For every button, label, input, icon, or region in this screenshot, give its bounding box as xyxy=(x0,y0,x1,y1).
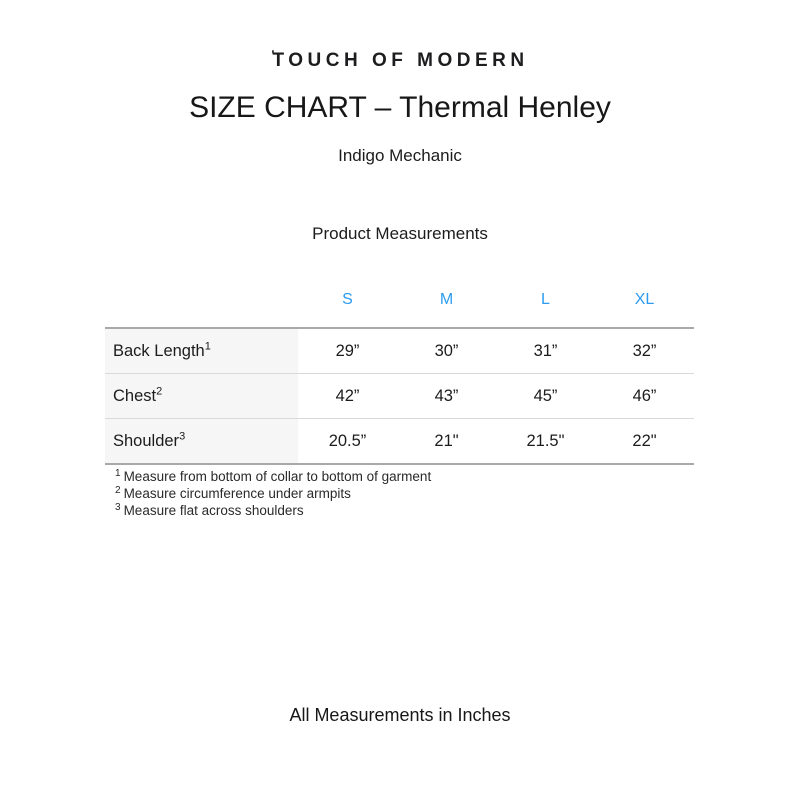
row-label-back-length: Back Length1 xyxy=(105,328,298,374)
cell-chest-xl: 46” xyxy=(632,386,657,405)
size-header-s: S xyxy=(342,290,353,308)
cell-chest-m: 43” xyxy=(434,386,459,405)
table-row: Shoulder3 20.5” 21" 21.5" 22" xyxy=(105,418,694,464)
brand-logo-text: TOUCH OF MODERN xyxy=(272,50,529,71)
cell-back-length-m: 30” xyxy=(434,341,459,360)
footnote-line-2: 2 Measure circumference under armpits xyxy=(115,485,431,502)
cell-chest-s: 42” xyxy=(335,386,360,405)
footnote-ref: 2 xyxy=(156,385,163,397)
row-label-chest: Chest2 xyxy=(105,373,298,419)
size-chart-table: S M L XL Back Length1 29” 30” 31” 32” Ch… xyxy=(105,278,694,465)
footnote-ref: 1 xyxy=(115,467,121,479)
cell-back-length-l: 31” xyxy=(533,341,558,360)
table-row: Back Length1 29” 30” 31” 32” xyxy=(105,328,694,374)
size-header-xl: XL xyxy=(634,290,655,308)
footnote-text: Measure circumference under armpits xyxy=(123,486,351,501)
row-label-text: Back Length xyxy=(113,341,205,360)
row-label-shoulder: Shoulder3 xyxy=(105,418,298,464)
table-row: Chest2 42” 43” 45” 46” xyxy=(105,373,694,419)
cell-shoulder-xl: 22" xyxy=(632,431,657,450)
product-colorway-subtitle: Indigo Mechanic xyxy=(338,146,462,165)
size-header-row: S M L XL xyxy=(105,278,694,328)
section-heading: Product Measurements xyxy=(312,224,488,243)
row-label-text: Shoulder xyxy=(113,431,180,450)
logo-tick-mark: ʹ xyxy=(271,47,275,62)
cell-shoulder-m: 21" xyxy=(434,431,459,450)
cell-back-length-xl: 32” xyxy=(632,341,657,360)
footnote-ref: 2 xyxy=(115,484,121,496)
size-header-l: L xyxy=(541,290,550,308)
brand-logo: ʹTOUCH OF MODERN xyxy=(0,47,800,72)
cell-shoulder-l: 21.5" xyxy=(526,431,565,450)
cell-back-length-s: 29” xyxy=(335,341,360,360)
cell-shoulder-s: 20.5” xyxy=(328,431,367,450)
footnote-ref: 3 xyxy=(179,430,186,442)
footnote-text: Measure from bottom of collar to bottom … xyxy=(123,469,432,484)
footnote-ref: 3 xyxy=(115,501,121,513)
row-label-text: Chest xyxy=(113,386,157,405)
size-header-spacer xyxy=(105,278,298,328)
footer-note: All Measurements in Inches xyxy=(289,705,511,725)
page-title: SIZE CHART – Thermal Henley xyxy=(189,91,611,124)
size-header-m: M xyxy=(439,290,454,308)
footnote-ref: 1 xyxy=(204,340,211,352)
footnote-text: Measure flat across shoulders xyxy=(123,503,304,518)
footnotes-block: 1 Measure from bottom of collar to bottom… xyxy=(115,468,431,519)
cell-chest-l: 45” xyxy=(533,386,558,405)
footnote-line-3: 3 Measure flat across shoulders xyxy=(115,502,431,519)
footnote-line-1: 1 Measure from bottom of collar to bottom… xyxy=(115,468,431,485)
